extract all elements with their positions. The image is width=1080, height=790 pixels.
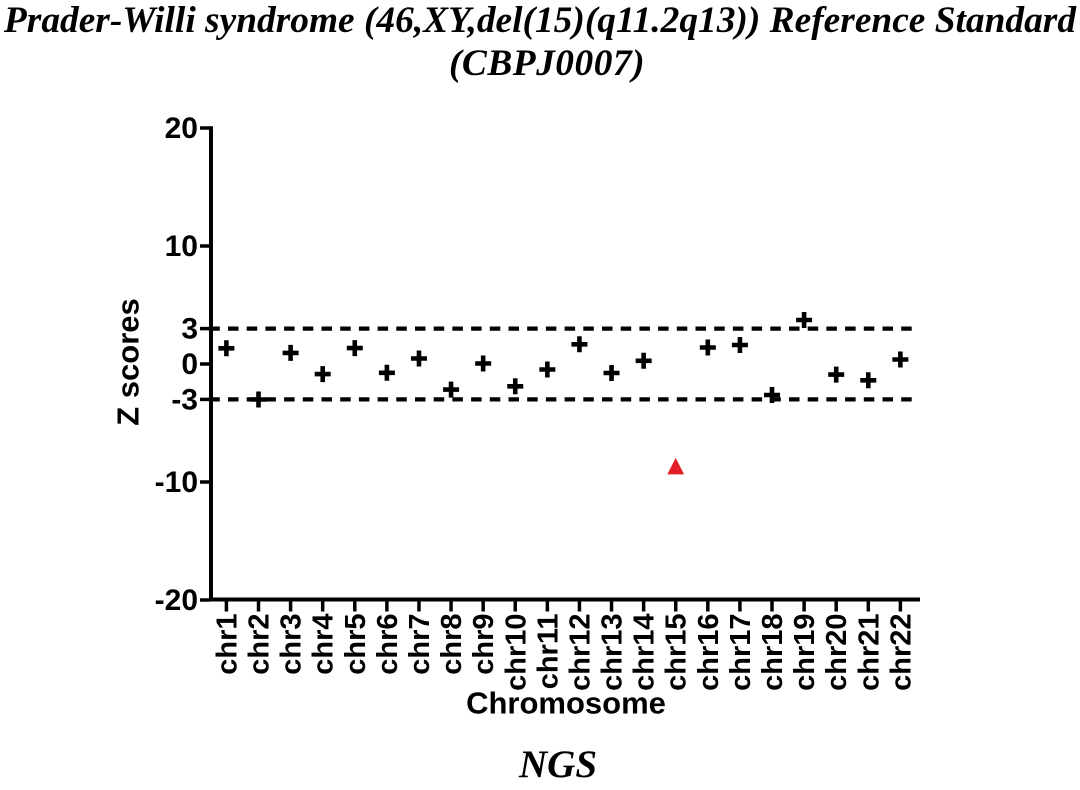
svg-text:chr2: chr2 bbox=[244, 614, 276, 675]
svg-text:chr8: chr8 bbox=[436, 614, 468, 675]
svg-text:(CBPJ0007): (CBPJ0007) bbox=[449, 43, 645, 84]
svg-text:chr16: chr16 bbox=[693, 614, 725, 691]
svg-text:chr6: chr6 bbox=[372, 614, 404, 675]
svg-text:20: 20 bbox=[165, 112, 198, 145]
svg-text:-3: -3 bbox=[171, 383, 198, 416]
svg-text:NGS: NGS bbox=[518, 743, 597, 786]
svg-text:chr15: chr15 bbox=[661, 614, 693, 691]
svg-text:chr22: chr22 bbox=[885, 614, 917, 691]
svg-text:chr21: chr21 bbox=[853, 614, 885, 691]
svg-text:chr1: chr1 bbox=[211, 614, 243, 675]
svg-text:chr17: chr17 bbox=[725, 614, 757, 691]
svg-text:chr14: chr14 bbox=[629, 614, 661, 691]
svg-text:3: 3 bbox=[181, 313, 198, 346]
svg-text:chr11: chr11 bbox=[532, 614, 564, 690]
svg-text:Z scores: Z scores bbox=[111, 298, 146, 426]
svg-text:chr7: chr7 bbox=[404, 614, 436, 675]
svg-text:chr3: chr3 bbox=[276, 614, 308, 675]
svg-text:chr12: chr12 bbox=[564, 614, 596, 691]
svg-text:chr19: chr19 bbox=[789, 614, 821, 691]
svg-text:chr5: chr5 bbox=[340, 614, 372, 675]
svg-text:chr9: chr9 bbox=[468, 614, 500, 675]
svg-text:Chromosome: Chromosome bbox=[466, 686, 666, 721]
svg-text:-20: -20 bbox=[155, 584, 198, 617]
svg-text:0: 0 bbox=[181, 348, 198, 381]
svg-text:chr4: chr4 bbox=[308, 614, 340, 675]
svg-text:chr13: chr13 bbox=[597, 614, 629, 691]
svg-text:-10: -10 bbox=[155, 466, 198, 499]
svg-text:chr10: chr10 bbox=[500, 614, 532, 691]
svg-text:chr20: chr20 bbox=[821, 614, 853, 691]
svg-text:10: 10 bbox=[165, 230, 198, 263]
svg-text:Prader-Willi syndrome (46,XY,d: Prader-Willi syndrome (46,XY,del(15)(q11… bbox=[3, 0, 1077, 41]
svg-text:chr18: chr18 bbox=[757, 614, 789, 691]
